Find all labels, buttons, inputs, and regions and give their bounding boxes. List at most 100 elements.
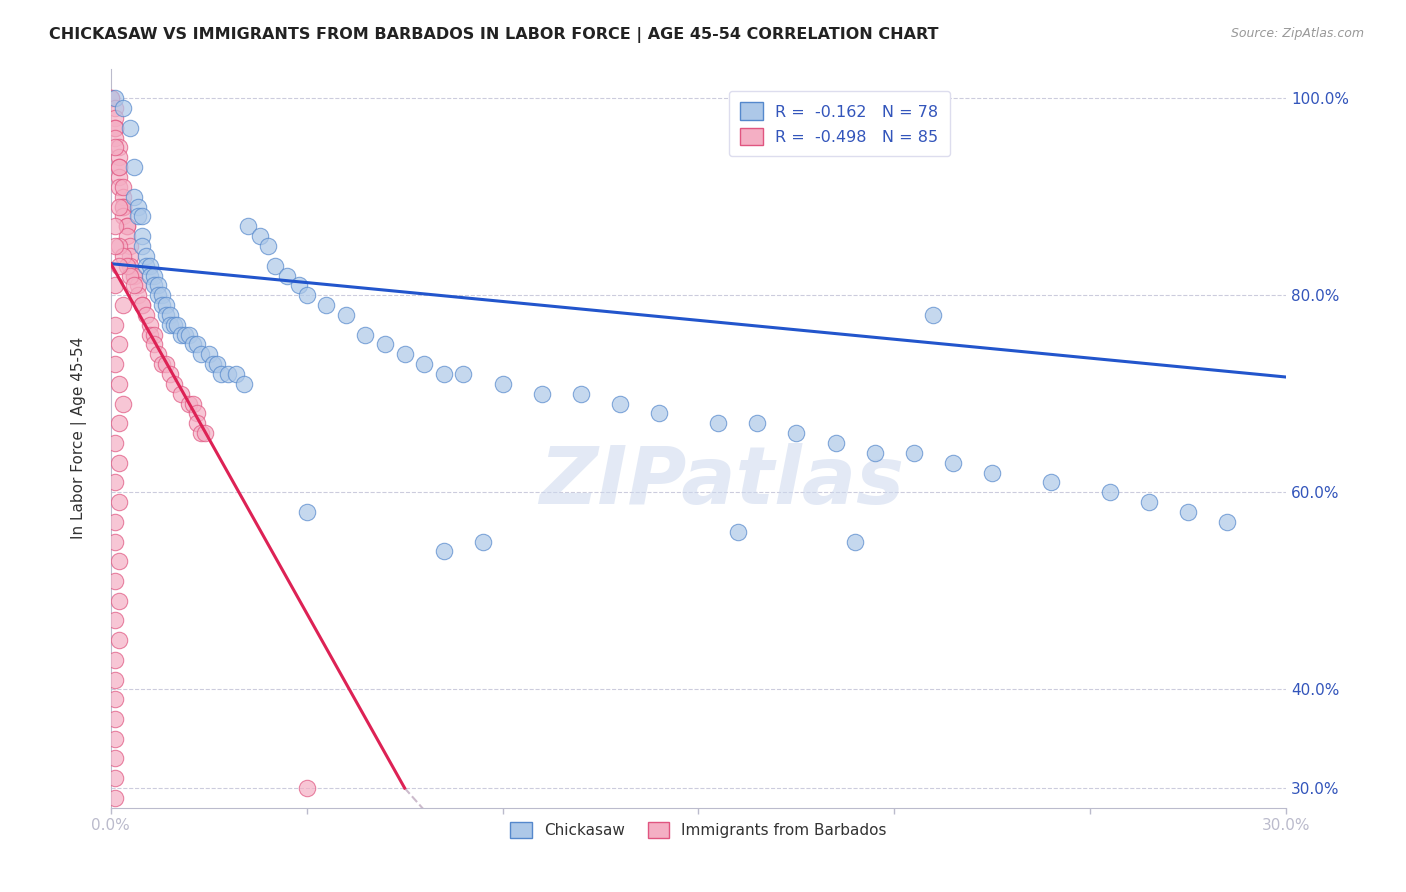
Point bbox=[111, 101, 134, 115]
Point bbox=[135, 308, 157, 322]
Point bbox=[162, 318, 184, 332]
Point bbox=[104, 91, 127, 105]
Point bbox=[142, 327, 165, 342]
Point bbox=[107, 140, 129, 154]
Point bbox=[155, 357, 177, 371]
Point bbox=[127, 210, 149, 224]
Point bbox=[159, 318, 181, 332]
Point bbox=[844, 534, 866, 549]
Point bbox=[120, 259, 142, 273]
Point bbox=[150, 357, 173, 371]
Point bbox=[256, 239, 278, 253]
Point bbox=[146, 278, 169, 293]
Point bbox=[903, 446, 925, 460]
Point bbox=[107, 417, 129, 431]
Point bbox=[139, 327, 162, 342]
Point bbox=[120, 239, 142, 253]
Point bbox=[166, 318, 188, 332]
Point bbox=[124, 160, 146, 174]
Text: ZIPatlas: ZIPatlas bbox=[540, 443, 904, 522]
Point bbox=[276, 268, 298, 283]
Point bbox=[104, 712, 127, 726]
Point bbox=[236, 219, 259, 234]
Point bbox=[233, 376, 256, 391]
Point bbox=[146, 288, 169, 302]
Point bbox=[107, 554, 129, 568]
Point bbox=[142, 337, 165, 351]
Point bbox=[374, 337, 396, 351]
Point bbox=[135, 249, 157, 263]
Point bbox=[104, 475, 127, 490]
Point bbox=[107, 239, 129, 253]
Point bbox=[707, 417, 730, 431]
Point bbox=[922, 308, 945, 322]
Point bbox=[472, 534, 495, 549]
Point bbox=[1177, 505, 1199, 519]
Point bbox=[104, 357, 127, 371]
Point bbox=[107, 259, 129, 273]
Point bbox=[295, 505, 318, 519]
Point bbox=[315, 298, 337, 312]
Point bbox=[146, 347, 169, 361]
Point bbox=[225, 367, 247, 381]
Point bbox=[190, 426, 212, 441]
Point bbox=[107, 376, 129, 391]
Point bbox=[104, 278, 127, 293]
Point bbox=[249, 229, 271, 244]
Point bbox=[150, 298, 173, 312]
Point bbox=[100, 91, 122, 105]
Point bbox=[942, 456, 965, 470]
Point bbox=[217, 367, 239, 381]
Point bbox=[413, 357, 436, 371]
Point bbox=[1137, 495, 1160, 509]
Point bbox=[111, 200, 134, 214]
Point bbox=[107, 160, 129, 174]
Point bbox=[104, 790, 127, 805]
Point bbox=[107, 160, 129, 174]
Point bbox=[433, 367, 456, 381]
Point bbox=[747, 417, 769, 431]
Point bbox=[111, 249, 134, 263]
Text: Source: ZipAtlas.com: Source: ZipAtlas.com bbox=[1230, 27, 1364, 40]
Point bbox=[111, 200, 134, 214]
Point bbox=[181, 397, 204, 411]
Point bbox=[491, 376, 513, 391]
Point bbox=[107, 200, 129, 214]
Point bbox=[104, 239, 127, 253]
Point bbox=[104, 771, 127, 785]
Point bbox=[124, 268, 146, 283]
Point bbox=[205, 357, 228, 371]
Point bbox=[131, 298, 153, 312]
Point bbox=[131, 298, 153, 312]
Point bbox=[433, 544, 456, 558]
Point bbox=[139, 318, 162, 332]
Point bbox=[170, 386, 193, 401]
Point bbox=[131, 210, 153, 224]
Point bbox=[104, 101, 127, 115]
Point bbox=[120, 268, 142, 283]
Point bbox=[785, 426, 807, 441]
Point bbox=[120, 120, 142, 135]
Point bbox=[1216, 515, 1239, 529]
Point bbox=[104, 219, 127, 234]
Point bbox=[609, 397, 631, 411]
Point bbox=[194, 426, 217, 441]
Point bbox=[142, 268, 165, 283]
Point bbox=[142, 278, 165, 293]
Point bbox=[181, 337, 204, 351]
Point bbox=[190, 347, 212, 361]
Point bbox=[104, 111, 127, 125]
Point bbox=[100, 91, 122, 105]
Point bbox=[127, 200, 149, 214]
Point bbox=[981, 466, 1004, 480]
Point bbox=[727, 524, 749, 539]
Point bbox=[120, 249, 142, 263]
Point bbox=[186, 407, 208, 421]
Point bbox=[135, 259, 157, 273]
Point bbox=[131, 239, 153, 253]
Point bbox=[295, 780, 318, 795]
Point bbox=[104, 614, 127, 628]
Point bbox=[104, 751, 127, 765]
Point bbox=[115, 259, 138, 273]
Point bbox=[170, 327, 193, 342]
